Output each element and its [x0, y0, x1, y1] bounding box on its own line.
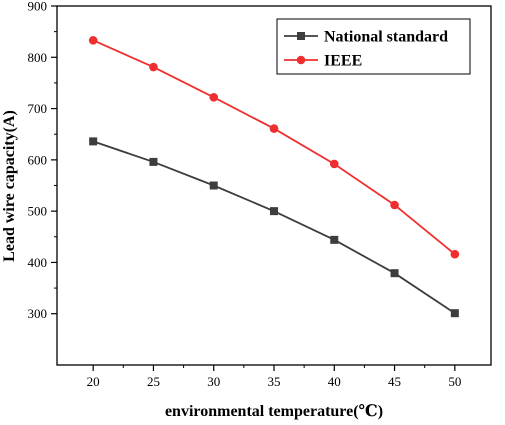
x-tick-label: 30 — [207, 374, 220, 389]
data-point — [149, 62, 158, 72]
legend-box — [276, 18, 471, 75]
legend-item: National standard — [284, 29, 448, 46]
data-point — [270, 207, 278, 216]
data-point — [149, 157, 158, 166]
legend-label: National standard — [324, 29, 448, 46]
legend-marker — [296, 55, 306, 65]
y-tick-label: 800 — [28, 50, 48, 65]
legend: National standard IEEE — [276, 18, 471, 75]
x-axis-title: environmental temperature(℃) — [165, 403, 383, 420]
data-point — [390, 200, 399, 210]
y-tick-label: 600 — [28, 152, 48, 167]
y-tick-label: 400 — [28, 255, 48, 270]
x-tick-label: 25 — [147, 374, 160, 389]
data-point — [209, 92, 219, 102]
series-line — [92, 140, 456, 314]
legend-items: National standard IEEE — [284, 29, 448, 70]
legend-item: IEEE — [284, 53, 362, 70]
data-point — [329, 159, 339, 169]
data-point — [88, 36, 98, 45]
y-axis-title: Lead wire capacity(A) — [1, 110, 18, 262]
data-point — [209, 181, 218, 190]
x-tick-label: 45 — [388, 374, 401, 389]
x-tick-label: 40 — [328, 374, 341, 389]
y-axis: 300 400 500 600 700 800 900 — [28, 0, 57, 321]
data-point — [89, 137, 98, 146]
x-tick-label: 20 — [87, 374, 100, 389]
y-tick-label: 900 — [28, 0, 48, 14]
x-axis: 20 25 30 35 40 45 50 — [87, 365, 461, 389]
legend-marker — [297, 32, 305, 40]
series-national-standard — [89, 137, 459, 318]
x-tick-label: 35 — [268, 374, 281, 389]
y-tick-label: 300 — [28, 306, 48, 321]
y-tick-label: 500 — [28, 204, 48, 219]
data-point — [450, 249, 460, 259]
series-layer — [88, 36, 460, 318]
data-point — [269, 124, 279, 133]
data-point — [390, 269, 399, 278]
data-point — [450, 309, 459, 318]
y-tick-label: 700 — [28, 101, 48, 116]
x-tick-label: 50 — [448, 374, 461, 389]
legend-label: IEEE — [324, 53, 362, 70]
data-point — [330, 235, 339, 244]
series-ieee — [88, 36, 460, 259]
